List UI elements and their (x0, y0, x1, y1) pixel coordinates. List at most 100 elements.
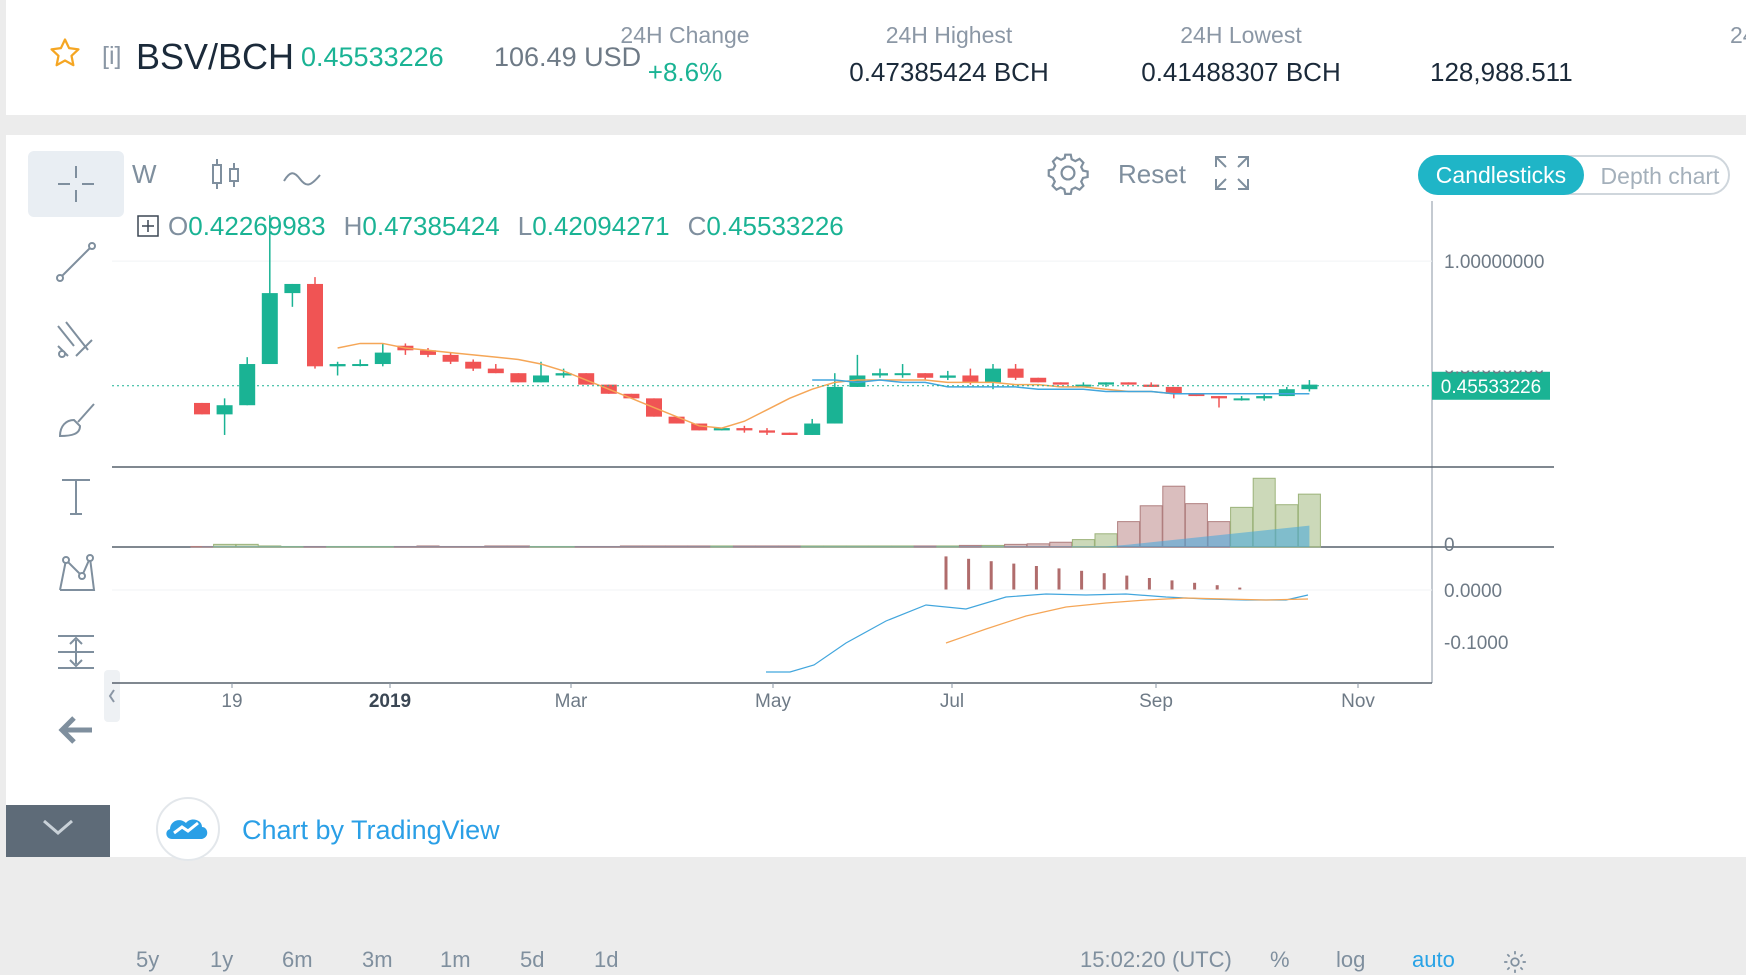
candle-body (691, 423, 708, 431)
stat-label: 24H Highest (885, 22, 1013, 48)
candle-body (1007, 368, 1024, 378)
candle-body (1030, 377, 1047, 383)
candle-body (872, 373, 888, 376)
volume-tick: 0 (1444, 535, 1455, 556)
settings-gear-icon[interactable] (1046, 151, 1090, 195)
volume-bar (1139, 505, 1163, 548)
candle-body (194, 402, 210, 415)
macd-tick: 0.0000 (1444, 581, 1502, 602)
brush-tool[interactable] (28, 385, 124, 451)
pattern-tool[interactable] (28, 541, 124, 607)
measure-icon (58, 635, 94, 669)
open-value: 0.42269983 (188, 211, 326, 241)
macd-histogram-bar (1012, 563, 1016, 590)
candle-body (533, 375, 549, 383)
tradingview-credit[interactable]: Chart by TradingView (242, 815, 500, 845)
depth-chart-tab[interactable]: Depth chart (1600, 163, 1720, 189)
candle-body (1165, 386, 1182, 394)
candle-body (216, 405, 233, 415)
expand-legend-icon[interactable] (136, 214, 160, 238)
volume-ma-area (202, 525, 1310, 547)
candle-body (939, 375, 956, 378)
macd-histogram-bar (1170, 580, 1174, 590)
candle-body (420, 350, 436, 355)
drawing-toolbar (28, 151, 124, 775)
macd-histogram-bar (1057, 568, 1061, 590)
macd-histogram-bar (967, 558, 971, 590)
candle-type-icon[interactable] (206, 155, 246, 195)
percent-scale-toggle[interactable]: % (1270, 947, 1290, 972)
crosshair-icon (58, 166, 94, 202)
candle-body (1256, 396, 1273, 399)
auto-scale-toggle[interactable]: auto (1412, 947, 1455, 972)
candle-body (623, 393, 640, 399)
ticker-header: [i] BSV/BCH 0.45533226 106.49 USD 24H Ch… (6, 0, 1746, 115)
tradingview-logo[interactable] (156, 797, 220, 861)
stat-label: 24 (1730, 22, 1746, 48)
ma-blue-line (812, 379, 1310, 395)
interval-selector[interactable]: W (132, 159, 157, 189)
volume-bar (1049, 541, 1073, 548)
range-1m[interactable]: 1m (440, 947, 471, 972)
indicators-icon[interactable] (280, 157, 324, 193)
stat-value: 128,988.511 (1430, 57, 1573, 87)
high-value: 0.47385424 (362, 211, 500, 241)
last-price-label: 0.45533226 (1441, 377, 1541, 398)
macd-signal-line (945, 597, 1309, 644)
last-price-label-bg (1432, 371, 1550, 400)
stat-value: +8.6% (647, 57, 723, 87)
time-tick-label: May (755, 691, 791, 712)
trendline-tool[interactable] (28, 229, 124, 295)
volume-bar (1162, 485, 1186, 548)
crosshair-tool[interactable] (28, 151, 124, 217)
chevron-down-icon (43, 819, 73, 835)
text-tool[interactable] (28, 463, 124, 529)
candle-body (1052, 382, 1069, 385)
macd-histogram-bar (1125, 575, 1129, 590)
candle-body (1301, 384, 1318, 390)
price-chart[interactable]: 0.455332261.000000000.5000000000.0000-0.… (6, 135, 1746, 857)
macd-tick: -0.1000 (1444, 633, 1508, 654)
fullscreen-icon[interactable] (1212, 153, 1252, 193)
tradingview-cloud-icon (166, 819, 208, 839)
clock-time: 15:02:20 (1080, 947, 1166, 972)
time-tick-label: Sep (1139, 691, 1173, 712)
pattern-icon (59, 554, 96, 591)
candle-body (804, 423, 821, 435)
candle-body (487, 368, 504, 374)
favorite-star-icon[interactable] (48, 36, 82, 70)
volume-bar (1117, 521, 1141, 548)
pitchfork-tool[interactable] (28, 307, 124, 373)
candle-body (713, 428, 730, 431)
range-1d[interactable]: 1d (594, 947, 619, 972)
candle-body (1188, 393, 1205, 397)
high-key: H (343, 211, 363, 241)
back-tool[interactable] (28, 697, 124, 763)
macd-histogram-bar (944, 556, 948, 590)
time-tick-label: 2019 (369, 691, 411, 712)
time-tick-label: Nov (1341, 691, 1375, 712)
range-5y[interactable]: 5y (136, 947, 160, 972)
measure-tool[interactable] (28, 619, 124, 685)
price-tick-mask (1433, 357, 1551, 371)
log-scale-toggle[interactable]: log (1336, 947, 1366, 972)
candlesticks-tab[interactable]: Candlesticks (1418, 155, 1584, 195)
candle-body (578, 373, 595, 385)
stat-value: 0.47385424 BCH (849, 57, 1049, 87)
chart-settings-icon[interactable] (1502, 949, 1528, 975)
expand-panel-button[interactable] (6, 805, 110, 857)
range-6m[interactable]: 6m (282, 947, 313, 972)
reset-button[interactable]: Reset (1118, 159, 1186, 189)
candle-body (329, 364, 346, 367)
range-5d[interactable]: 5d (520, 947, 545, 972)
trendline-icon (56, 242, 96, 282)
range-3m[interactable]: 3m (362, 947, 393, 972)
brush-icon (58, 403, 95, 438)
candle-body (781, 432, 798, 435)
stat-24h-volume: 24 128,988.511 (1430, 22, 1746, 88)
clock-timezone[interactable]: (UTC) (1172, 947, 1232, 972)
price-tick: 1.00000000 (1444, 252, 1544, 273)
candle-body (352, 364, 369, 367)
candle-body (1278, 389, 1295, 397)
range-1y[interactable]: 1y (210, 947, 234, 972)
